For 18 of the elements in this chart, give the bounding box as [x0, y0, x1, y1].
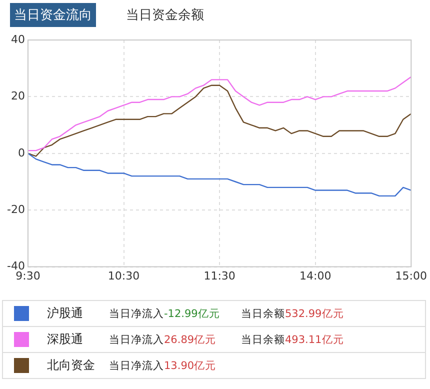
text: 当日净流入26.89亿元: [109, 334, 216, 346]
text: 当日余额532.99亿元: [241, 308, 344, 320]
y-tick-label: 20: [10, 90, 25, 103]
legend-label: 深股通: [47, 331, 84, 348]
x-tick-label: 14:00: [300, 269, 332, 282]
text: 当日余额493.11亿元: [241, 334, 344, 346]
x-tick-label: 11:30: [204, 269, 236, 282]
chart-subtitle: 当日资金余额: [126, 7, 204, 24]
text: 当日净流入13.90亿元: [109, 360, 216, 372]
legend-label: 沪股通: [47, 305, 84, 322]
chart-title: 当日资金流向: [10, 3, 96, 27]
x-tick-label: 10:30: [108, 269, 140, 282]
legend-label: 北向资金: [47, 357, 96, 374]
x-tick-label: 15:00: [395, 269, 427, 282]
y-tick-label: -20: [7, 202, 25, 216]
y-tick-label: 0: [18, 146, 25, 160]
text: 当日净流入-12.99亿元: [109, 308, 220, 320]
y-tick-label: 40: [10, 32, 25, 46]
